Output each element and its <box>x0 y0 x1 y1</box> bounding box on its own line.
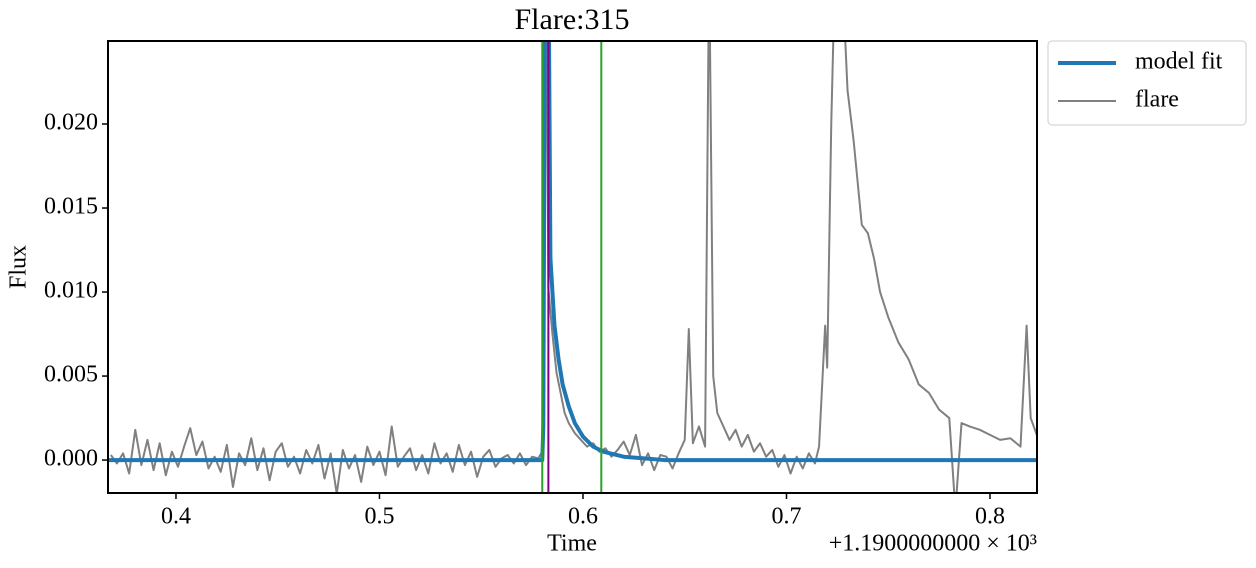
x-offset-label: +1.1900000000 × 10³ <box>829 531 1037 557</box>
y-axis-label: Flux <box>6 245 32 289</box>
x-tick-label: 0.5 <box>364 504 394 530</box>
legend-label: model fit <box>1135 49 1223 75</box>
y-tick-label: 0.020 <box>44 110 98 136</box>
series-line <box>108 41 1037 463</box>
x-axis-label: Time <box>547 531 597 557</box>
plot-area <box>108 41 1037 493</box>
y-tick-label: 0.015 <box>44 194 98 220</box>
chart-title: Flare:315 <box>515 3 630 36</box>
x-tick-label: 0.7 <box>771 504 801 530</box>
series-line <box>110 41 1037 493</box>
legend-label: flare <box>1135 87 1179 113</box>
axes-frame <box>107 40 1038 494</box>
x-tick-label: 0.4 <box>161 504 191 530</box>
y-tick-label: 0.000 <box>44 446 98 472</box>
x-tick-label: 0.8 <box>975 504 1005 530</box>
x-tick-label: 0.6 <box>568 504 598 530</box>
y-tick-label: 0.010 <box>44 278 98 304</box>
y-tick-label: 0.005 <box>44 362 98 388</box>
